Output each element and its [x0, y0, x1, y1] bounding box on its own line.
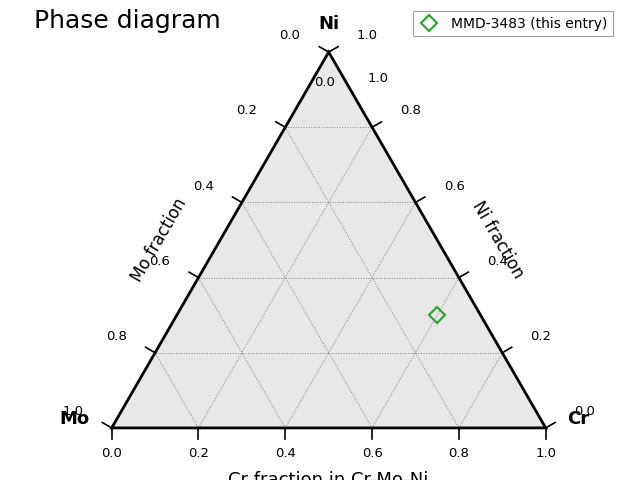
Text: 0.8: 0.8	[449, 447, 469, 460]
Text: Phase diagram: Phase diagram	[33, 9, 220, 33]
Text: 0.2: 0.2	[531, 330, 552, 343]
Text: Ni fraction: Ni fraction	[468, 198, 527, 282]
Text: 1.0: 1.0	[357, 29, 378, 42]
Text: 0.8: 0.8	[106, 330, 127, 343]
Text: 0.2: 0.2	[236, 105, 257, 118]
Text: 0.6: 0.6	[444, 180, 465, 192]
Text: 0.4: 0.4	[193, 180, 214, 192]
Text: 0.6: 0.6	[362, 447, 383, 460]
Text: 0.6: 0.6	[149, 255, 170, 268]
Text: Cr fraction in Cr-Mo-Ni: Cr fraction in Cr-Mo-Ni	[228, 471, 429, 480]
Text: 0.0: 0.0	[280, 29, 301, 42]
Text: 0.0: 0.0	[574, 405, 595, 418]
Text: Mo: Mo	[60, 410, 90, 428]
Text: 1.0: 1.0	[535, 447, 556, 460]
Text: 0.0: 0.0	[314, 76, 335, 89]
Text: 0.4: 0.4	[487, 255, 508, 268]
Text: 1.0: 1.0	[368, 72, 388, 84]
Text: 0.8: 0.8	[400, 105, 421, 118]
Text: 0.0: 0.0	[101, 447, 122, 460]
Legend: MMD-3483 (this entry): MMD-3483 (this entry)	[413, 12, 612, 36]
Text: Ni: Ni	[318, 14, 339, 33]
Text: 1.0: 1.0	[63, 405, 83, 418]
Text: Cr: Cr	[568, 410, 589, 428]
Text: 0.4: 0.4	[275, 447, 296, 460]
Text: Mo fraction: Mo fraction	[128, 195, 191, 285]
Text: 0.2: 0.2	[188, 447, 209, 460]
Polygon shape	[112, 52, 546, 428]
